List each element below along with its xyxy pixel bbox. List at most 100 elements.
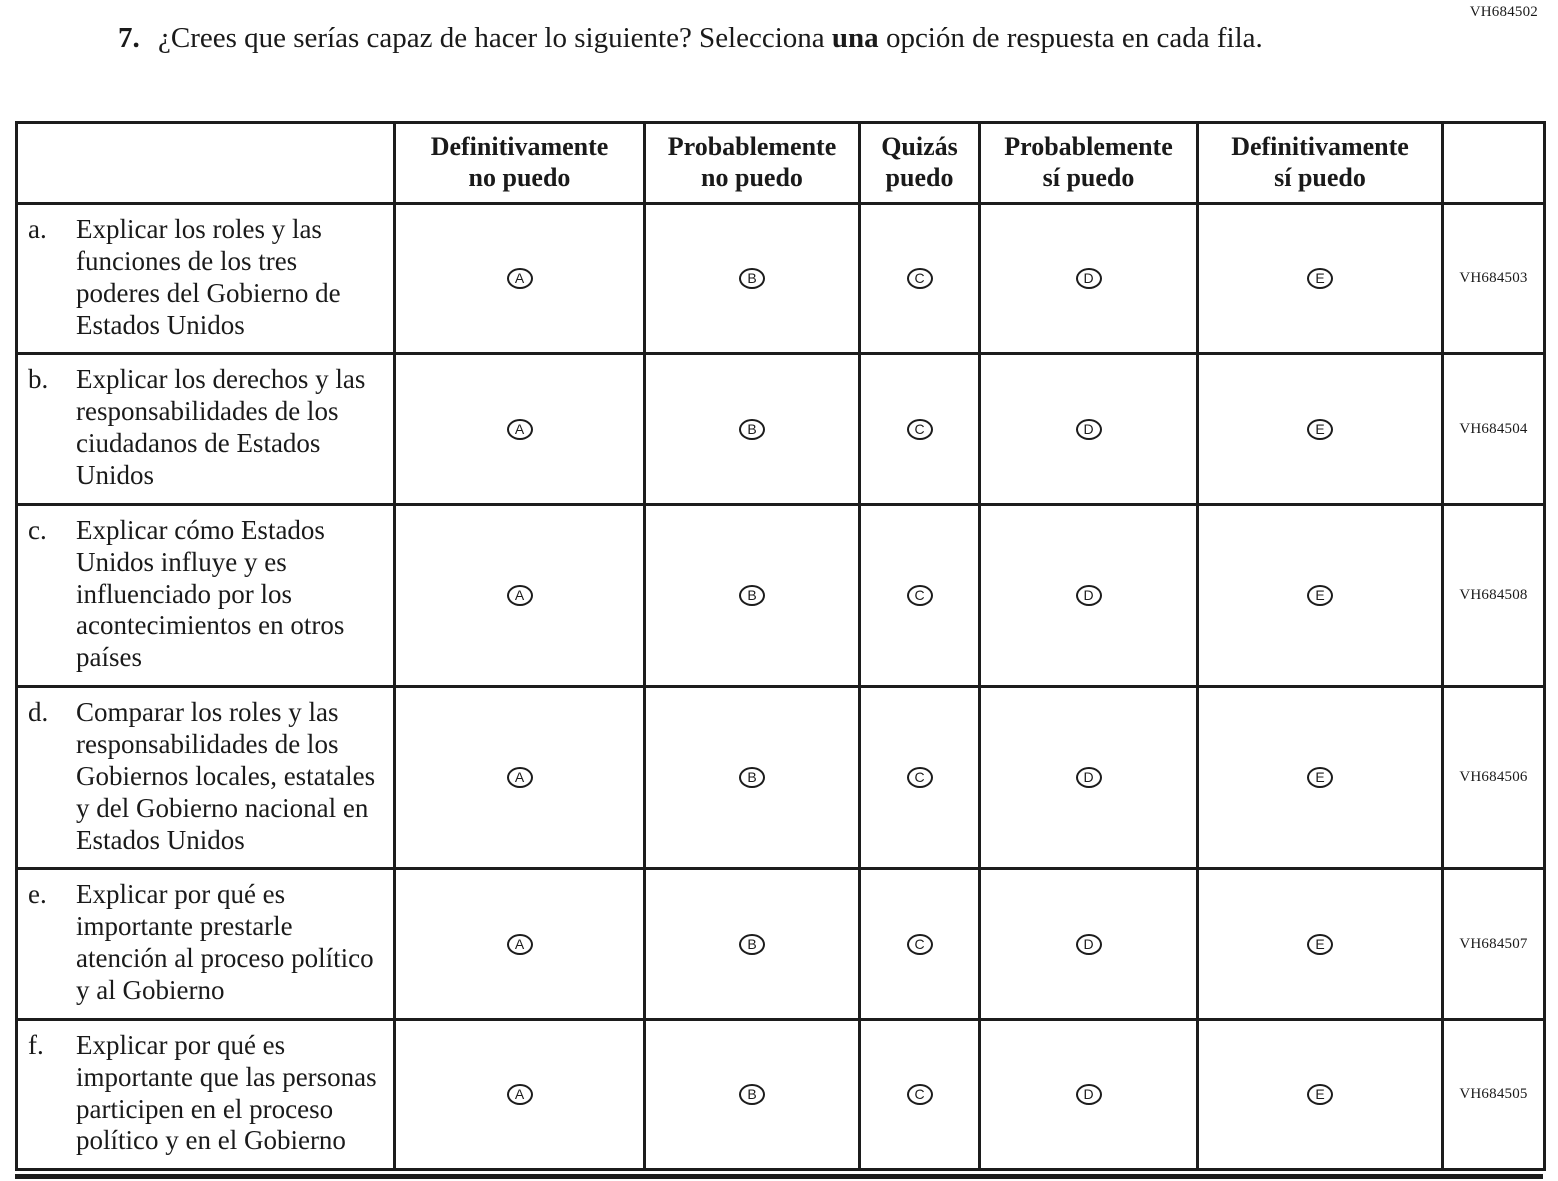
option-a-row-d[interactable]: A bbox=[393, 685, 646, 871]
answer-bubble-a[interactable]: A bbox=[506, 933, 533, 955]
table-body: a. Explicar los roles y las funciones de… bbox=[15, 201, 1546, 1172]
header-line-2: no puedo bbox=[468, 163, 571, 192]
question-text: ¿Crees que serías capaz de hacer lo sigu… bbox=[158, 20, 1348, 57]
option-c-row-a[interactable]: C bbox=[858, 201, 981, 356]
answer-bubble-e[interactable]: E bbox=[1307, 1084, 1333, 1106]
table-row-b: b. Explicar los derechos y las responsab… bbox=[15, 352, 1546, 506]
option-b-row-a[interactable]: B bbox=[643, 201, 861, 356]
option-b-row-c[interactable]: B bbox=[643, 502, 861, 689]
table-header-row: Definitivamente no puedo Probablemente n… bbox=[15, 121, 1546, 205]
option-a-row-c[interactable]: A bbox=[393, 502, 646, 689]
answer-bubble-a[interactable]: A bbox=[506, 767, 533, 789]
row-letter-f: f. bbox=[28, 1029, 44, 1060]
option-c-row-e[interactable]: C bbox=[858, 867, 981, 1021]
row-letter-c: c. bbox=[28, 514, 47, 545]
table-row-e: e. Explicar por qué es importante presta… bbox=[15, 867, 1546, 1021]
option-e-row-c[interactable]: E bbox=[1196, 502, 1444, 689]
answer-bubble-d[interactable]: D bbox=[1075, 767, 1102, 789]
answer-bubble-c[interactable]: C bbox=[906, 933, 933, 955]
answer-bubble-c[interactable]: C bbox=[906, 1084, 933, 1106]
header-cell-probablemente-si-puedo: Probablemente sí puedo bbox=[978, 121, 1199, 205]
answer-bubble-c[interactable]: C bbox=[906, 767, 933, 789]
option-d-row-f[interactable]: D bbox=[978, 1017, 1199, 1172]
answer-bubble-e[interactable]: E bbox=[1307, 418, 1333, 440]
row-stem-f: f. Explicar por qué es importante que la… bbox=[15, 1017, 396, 1172]
row-stem-e: e. Explicar por qué es importante presta… bbox=[15, 867, 396, 1021]
answer-bubble-e[interactable]: E bbox=[1307, 933, 1333, 955]
answer-bubble-a[interactable]: A bbox=[506, 268, 533, 290]
option-a-row-f[interactable]: A bbox=[393, 1017, 646, 1172]
row-stem-b: b. Explicar los derechos y las responsab… bbox=[15, 352, 396, 506]
option-d-row-d[interactable]: D bbox=[978, 685, 1199, 871]
response-matrix-table: Definitivamente no puedo Probablemente n… bbox=[15, 121, 1546, 1172]
option-b-row-b[interactable]: B bbox=[643, 352, 861, 506]
option-c-row-c[interactable]: C bbox=[858, 502, 981, 689]
answer-bubble-a[interactable]: A bbox=[506, 1084, 533, 1106]
answer-bubble-d[interactable]: D bbox=[1075, 933, 1102, 955]
row-stem-a: a. Explicar los roles y las funciones de… bbox=[15, 201, 396, 356]
answer-bubble-e[interactable]: E bbox=[1307, 585, 1333, 607]
header-line-2: sí puedo bbox=[1042, 163, 1135, 192]
answer-bubble-b[interactable]: B bbox=[739, 585, 765, 607]
row-stem-c: c. Explicar cómo Estados Unidos influye … bbox=[15, 502, 396, 689]
row-id-f: VH684505 bbox=[1441, 1017, 1546, 1172]
row-id-c: VH684508 bbox=[1441, 502, 1546, 689]
header-cell-definitivamente-no-puedo: Definitivamente no puedo bbox=[393, 121, 646, 205]
question-stem: 7. ¿Crees que serías capaz de hacer lo s… bbox=[118, 20, 1348, 57]
option-b-row-e[interactable]: B bbox=[643, 867, 861, 1021]
row-label-c: Explicar cómo Estados Unidos influye y e… bbox=[76, 514, 345, 673]
option-b-row-d[interactable]: B bbox=[643, 685, 861, 871]
answer-bubble-d[interactable]: D bbox=[1075, 418, 1102, 440]
option-a-row-b[interactable]: A bbox=[393, 352, 646, 506]
row-label-f: Explicar por qué es importante que las p… bbox=[76, 1029, 377, 1156]
option-a-row-a[interactable]: A bbox=[393, 201, 646, 356]
row-label-e: Explicar por qué es importante prestarle… bbox=[76, 879, 374, 1006]
option-e-row-e[interactable]: E bbox=[1196, 867, 1444, 1021]
header-cell-probablemente-no-puedo: Probablemente no puedo bbox=[643, 121, 861, 205]
answer-bubble-a[interactable]: A bbox=[506, 418, 533, 440]
header-line-2: sí puedo bbox=[1274, 163, 1366, 192]
option-b-row-f[interactable]: B bbox=[643, 1017, 861, 1172]
option-e-row-d[interactable]: E bbox=[1196, 685, 1444, 871]
header-cell-quizas-puedo: Quizás puedo bbox=[858, 121, 981, 205]
row-letter-a: a. bbox=[28, 214, 47, 244]
answer-bubble-d[interactable]: D bbox=[1075, 268, 1102, 290]
answer-bubble-c[interactable]: C bbox=[906, 418, 933, 440]
answer-bubble-a[interactable]: A bbox=[506, 585, 533, 607]
table-row-f: f. Explicar por qué es importante que la… bbox=[15, 1017, 1546, 1172]
answer-bubble-b[interactable]: B bbox=[739, 268, 765, 290]
option-e-row-b[interactable]: E bbox=[1196, 352, 1444, 506]
option-e-row-a[interactable]: E bbox=[1196, 201, 1444, 356]
table-row-a: a. Explicar los roles y las funciones de… bbox=[15, 201, 1546, 356]
question-number: 7. bbox=[118, 22, 140, 54]
row-label-d: Comparar los roles y las responsabilidad… bbox=[76, 697, 376, 855]
answer-bubble-b[interactable]: B bbox=[739, 418, 765, 440]
question-emphasis-word: una bbox=[831, 22, 879, 54]
answer-bubble-b[interactable]: B bbox=[739, 1084, 765, 1106]
answer-bubble-c[interactable]: C bbox=[906, 268, 933, 290]
header-line-1: Probablemente bbox=[667, 132, 837, 162]
option-d-row-b[interactable]: D bbox=[978, 352, 1199, 506]
table-bottom-rule bbox=[15, 1174, 1543, 1179]
option-d-row-a[interactable]: D bbox=[978, 201, 1199, 356]
header-cell-id-blank bbox=[1441, 121, 1546, 205]
answer-bubble-e[interactable]: E bbox=[1307, 268, 1333, 290]
answer-bubble-d[interactable]: D bbox=[1075, 585, 1102, 607]
row-stem-d: d. Comparar los roles y las responsabili… bbox=[15, 685, 396, 871]
answer-bubble-c[interactable]: C bbox=[906, 585, 933, 607]
option-c-row-b[interactable]: C bbox=[858, 352, 981, 506]
answer-bubble-b[interactable]: B bbox=[739, 933, 765, 955]
table-row-d: d. Comparar los roles y las responsabili… bbox=[15, 685, 1546, 871]
option-c-row-d[interactable]: C bbox=[858, 685, 981, 871]
option-d-row-e[interactable]: D bbox=[978, 867, 1199, 1021]
option-d-row-c[interactable]: D bbox=[978, 502, 1199, 689]
answer-bubble-d[interactable]: D bbox=[1075, 1084, 1102, 1106]
row-letter-b: b. bbox=[28, 364, 49, 395]
option-c-row-f[interactable]: C bbox=[858, 1017, 981, 1172]
option-e-row-f[interactable]: E bbox=[1196, 1017, 1444, 1172]
row-id-e: VH684507 bbox=[1441, 867, 1546, 1021]
option-a-row-e[interactable]: A bbox=[393, 867, 646, 1021]
row-letter-e: e. bbox=[28, 879, 47, 910]
answer-bubble-b[interactable]: B bbox=[739, 767, 765, 789]
answer-bubble-e[interactable]: E bbox=[1307, 767, 1333, 789]
